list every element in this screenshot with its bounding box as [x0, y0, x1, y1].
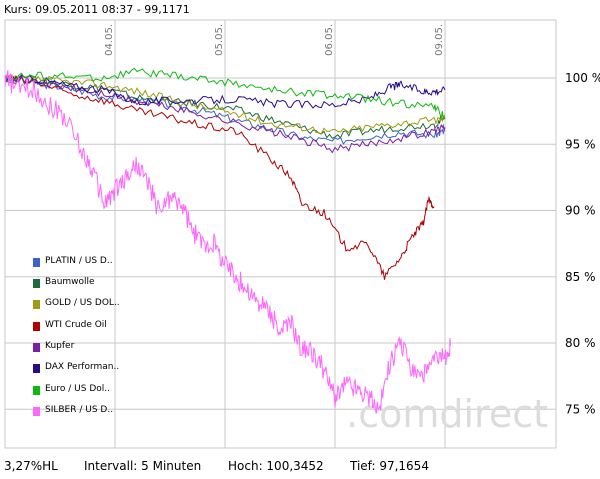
- price-header: Kurs: 09.05.2011 08:37 - 99,1171: [4, 3, 190, 16]
- y-tick-label: 80 %: [565, 336, 596, 350]
- series-line: [4, 74, 435, 280]
- legend-swatch: [33, 386, 40, 395]
- legend-label: GOLD / US DOL..: [45, 298, 120, 308]
- legend-label: WTI Crude Oil: [45, 320, 107, 330]
- x-tick-label: 09.05.: [434, 24, 445, 56]
- y-tick-label: 90 %: [565, 204, 596, 218]
- legend-label: Baumwolle: [45, 277, 95, 287]
- chart-series: [4, 67, 451, 414]
- legend-swatch: [33, 279, 40, 288]
- y-axis-labels: 100 % 95 % 90 % 85 % 80 % 75 %: [565, 71, 600, 416]
- series-line: [4, 73, 446, 135]
- watermark: .comdirect: [346, 392, 548, 436]
- high-text: Hoch: 100,3452: [228, 459, 324, 473]
- legend-label: Kupfer: [45, 341, 75, 351]
- legend-label: SILBER / US D..: [45, 405, 114, 415]
- series-line: [4, 70, 451, 414]
- legend-swatch: [33, 300, 40, 309]
- interval-text: Intervall: 5 Minuten: [84, 459, 202, 473]
- y-tick-label: 85 %: [565, 270, 596, 284]
- x-tick-label: 06.05.: [324, 24, 335, 56]
- legend-swatch: [33, 322, 40, 331]
- legend-label: DAX Performan..: [45, 362, 120, 372]
- series-line: [4, 74, 446, 145]
- legend-label: PLATIN / US D..: [45, 256, 113, 266]
- legend-label: Euro / US Dol..: [45, 384, 110, 394]
- x-tick-label: 04.05.: [104, 24, 115, 56]
- legend-swatch: [33, 364, 40, 373]
- legend-swatch: [33, 407, 40, 416]
- series-line: [4, 75, 446, 154]
- series-line: [4, 67, 446, 121]
- legend-swatch: [33, 343, 40, 352]
- series-line: [4, 74, 446, 140]
- y-tick-label: 100 %: [565, 71, 600, 85]
- chart-footer: 3,27%HL Intervall: 5 Minuten Hoch: 100,3…: [0, 459, 600, 477]
- plot-frame: [4, 19, 557, 449]
- x-axis-labels: 04.05. 05.05. 06.05. 09.05.: [104, 24, 445, 56]
- line-chart: 04.05. 05.05. 06.05. 09.05. 100 % 95 % 90 % 85…: [4, 19, 600, 449]
- series-line: [4, 74, 446, 109]
- legend-swatch: [33, 258, 40, 267]
- y-tick-label: 75 %: [565, 402, 596, 416]
- y-tick-label: 95 %: [565, 137, 596, 151]
- change-text: 3,27%HL: [4, 459, 58, 473]
- low-text: Tief: 97,1654: [350, 459, 429, 473]
- chart-grid: [4, 19, 557, 449]
- x-tick-label: 05.05.: [214, 24, 225, 56]
